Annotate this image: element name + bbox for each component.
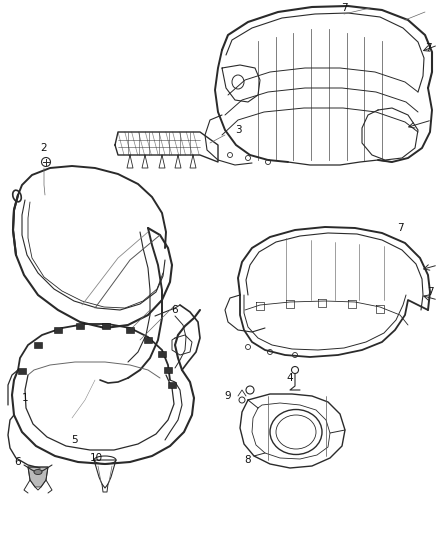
Bar <box>168 382 176 388</box>
Text: 7: 7 <box>425 43 431 53</box>
Polygon shape <box>28 467 48 487</box>
Bar <box>34 342 42 348</box>
Ellipse shape <box>42 157 50 166</box>
Text: 8: 8 <box>245 455 251 465</box>
Bar <box>158 351 166 357</box>
Text: 9: 9 <box>225 391 231 401</box>
Ellipse shape <box>34 470 42 474</box>
Text: 1: 1 <box>22 393 28 403</box>
Text: 3: 3 <box>235 125 241 135</box>
Ellipse shape <box>293 352 297 358</box>
Bar <box>76 323 84 329</box>
Text: 7: 7 <box>427 287 433 297</box>
Text: 7: 7 <box>397 223 403 233</box>
Bar <box>102 323 110 329</box>
Text: 10: 10 <box>89 453 102 463</box>
Ellipse shape <box>292 367 299 374</box>
Ellipse shape <box>276 415 316 449</box>
Bar <box>144 337 152 343</box>
Ellipse shape <box>239 397 245 403</box>
Ellipse shape <box>246 344 251 350</box>
Ellipse shape <box>232 75 244 89</box>
Ellipse shape <box>227 152 233 157</box>
Ellipse shape <box>246 156 251 160</box>
Ellipse shape <box>94 456 116 464</box>
Text: 4: 4 <box>287 373 293 383</box>
Text: 5: 5 <box>72 435 78 445</box>
Bar <box>164 367 172 373</box>
Ellipse shape <box>265 159 271 165</box>
Text: 7: 7 <box>341 3 347 13</box>
Text: 6: 6 <box>172 305 178 315</box>
Bar <box>126 327 134 333</box>
Ellipse shape <box>268 350 272 354</box>
Ellipse shape <box>246 386 254 394</box>
Ellipse shape <box>34 470 42 474</box>
Bar <box>18 368 26 374</box>
Ellipse shape <box>270 409 322 455</box>
Text: 6: 6 <box>15 457 21 467</box>
Bar <box>54 327 62 333</box>
Ellipse shape <box>13 190 21 202</box>
Text: 2: 2 <box>41 143 47 153</box>
